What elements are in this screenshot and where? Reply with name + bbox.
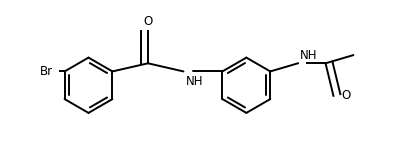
Text: O: O (341, 89, 351, 102)
Text: NH: NH (300, 49, 317, 62)
Text: Br: Br (39, 65, 53, 78)
Text: NH: NH (185, 75, 203, 88)
Text: O: O (143, 15, 152, 28)
